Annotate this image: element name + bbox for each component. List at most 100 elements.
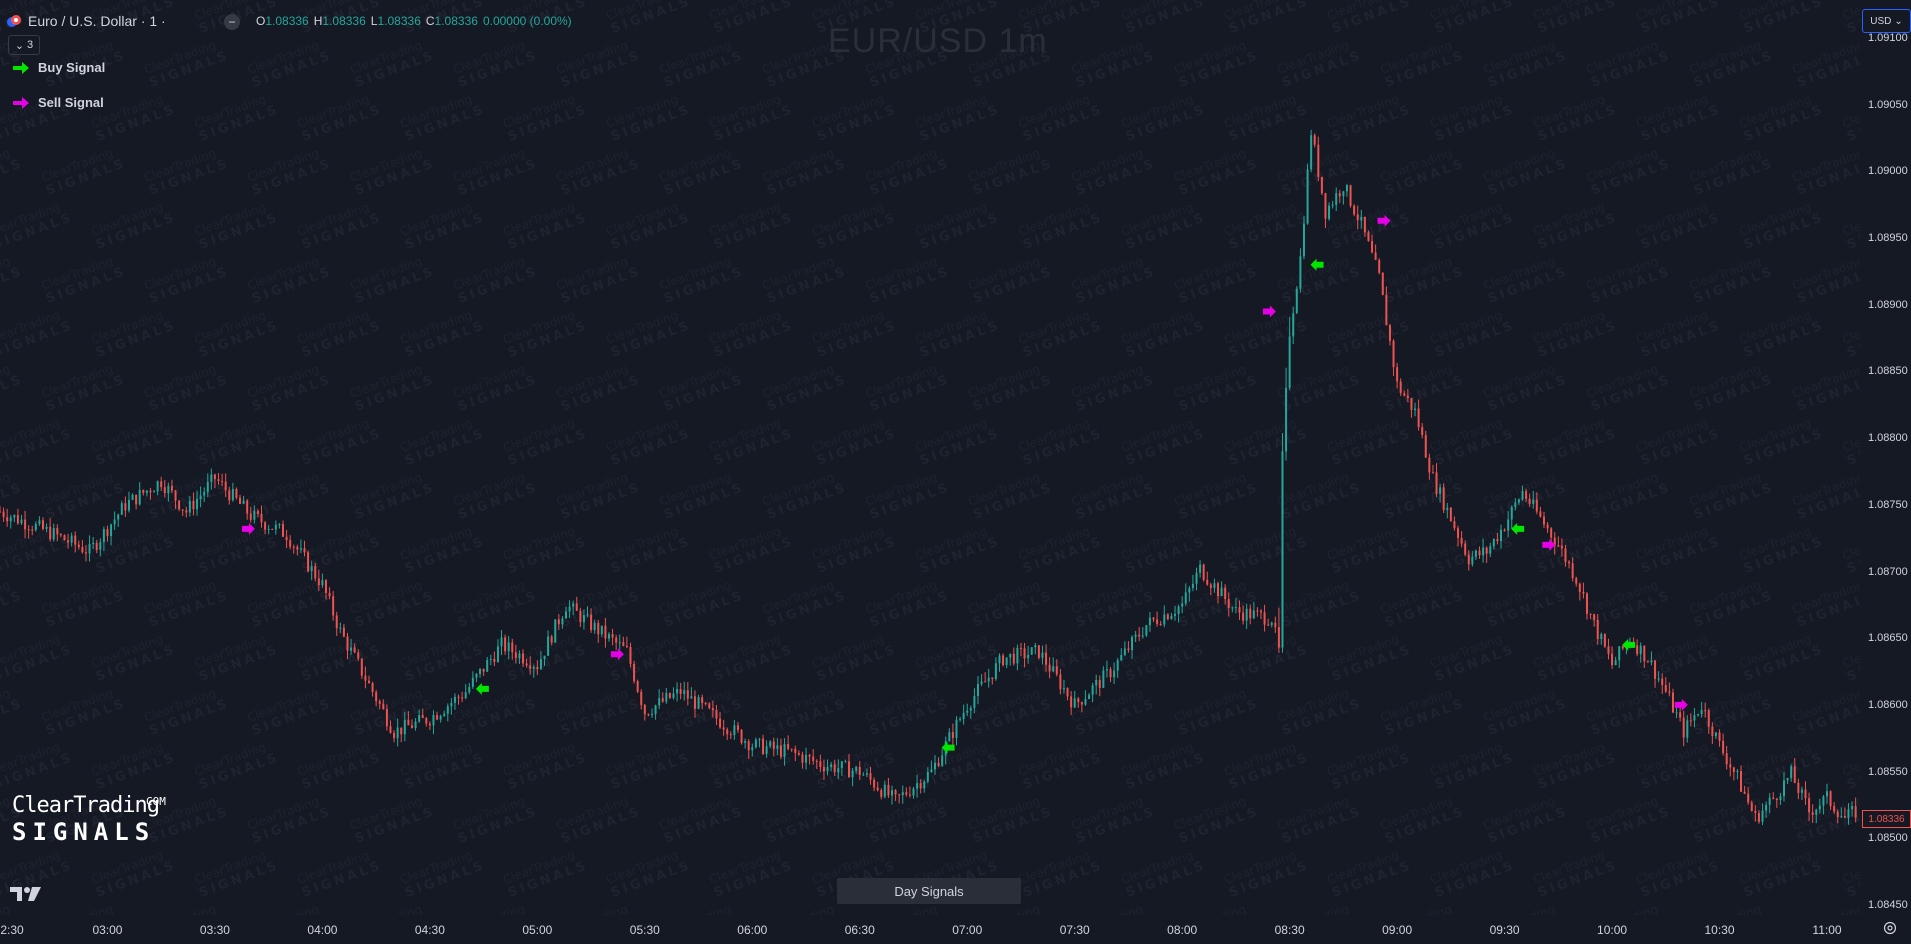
candle-body	[754, 739, 757, 748]
candle-body	[446, 706, 449, 714]
candle-body	[1045, 652, 1048, 665]
candle-body	[335, 615, 338, 629]
candle-body	[1399, 381, 1402, 394]
candle-body	[1643, 645, 1646, 662]
candle-body	[1349, 185, 1352, 206]
candle-body	[1313, 135, 1316, 145]
candle-body	[1088, 694, 1091, 700]
candle-body	[192, 500, 195, 510]
candle-body	[124, 503, 127, 511]
candle-body	[1220, 587, 1223, 597]
chart-title: EUR/USD 1m	[828, 22, 1048, 60]
candle-body	[1679, 712, 1682, 718]
legend-buy-signal[interactable]: Buy Signal	[12, 60, 105, 75]
candle-body	[676, 688, 679, 694]
candle-body	[1675, 712, 1678, 714]
candle-body	[1263, 612, 1266, 625]
candle-body	[84, 552, 87, 554]
candle-body	[267, 528, 270, 530]
candle-body	[439, 715, 442, 720]
tradingview-logo-icon[interactable]	[10, 885, 42, 903]
currency-selector[interactable]: USD ⌄	[1862, 9, 1911, 33]
time-axis[interactable]: 2:30 03:00 03:30 04:00 04:30 05:00 05:30 06:00 0…	[0, 915, 1911, 944]
time-tick-label: 07:00	[952, 923, 983, 937]
minus-icon[interactable]: −	[224, 14, 240, 30]
indicator-toggle-button[interactable]: ⌄ 3	[8, 35, 40, 55]
buy-signal-arrow	[1511, 522, 1525, 535]
candle-body	[604, 625, 607, 639]
day-signals-button[interactable]: Day Signals	[837, 878, 1021, 904]
candle-body	[1360, 216, 1363, 221]
candle-body	[568, 606, 571, 612]
candle-body	[1722, 740, 1725, 754]
candle-body	[1725, 753, 1728, 765]
candle-body	[231, 488, 234, 501]
candle-body	[1123, 648, 1126, 655]
candle-body	[1439, 487, 1442, 494]
candle-body	[1152, 617, 1155, 620]
candle-body	[450, 702, 453, 707]
price-chart-plot[interactable]	[0, 0, 1860, 915]
candle-body	[1514, 502, 1517, 507]
candle-body	[1829, 791, 1832, 807]
candle-body	[511, 642, 514, 653]
candle-body	[779, 745, 782, 757]
candle-body	[973, 695, 976, 708]
eur-usd-flag-icon	[7, 15, 21, 27]
candle-body	[608, 634, 610, 639]
candle-body	[242, 500, 245, 504]
symbol-title[interactable]: Euro / U.S. Dollar · 1 ·	[28, 13, 166, 29]
candle-body	[479, 668, 482, 674]
candle-body	[56, 528, 59, 535]
candle-body	[762, 738, 765, 754]
candle-body	[67, 540, 70, 543]
candle-body	[1138, 634, 1141, 637]
candle-body	[1689, 720, 1692, 722]
candle-body	[840, 761, 843, 769]
time-tick-label: 2:30	[0, 923, 24, 937]
last-price-tag: 1.08336	[1862, 810, 1911, 828]
candle-body	[1772, 797, 1775, 799]
candle-body	[292, 546, 295, 548]
legend-sell-signal[interactable]: Sell Signal	[12, 95, 104, 110]
price-axis[interactable]: 1.09100 1.09050 1.09000 1.08950 1.08900 1.088…	[1860, 0, 1911, 915]
settings-gear-icon[interactable]	[1882, 920, 1898, 936]
price-tick-label: 1.08850	[1868, 365, 1908, 378]
candle-body	[1324, 193, 1327, 219]
candle-body	[590, 614, 593, 631]
candle-body	[81, 547, 84, 553]
candle-body	[120, 503, 123, 515]
candle-body	[1550, 528, 1553, 538]
candle-body	[77, 544, 80, 548]
candle-body	[926, 772, 929, 782]
candle-body	[1048, 664, 1051, 672]
candle-body	[722, 727, 725, 730]
candle-body	[1664, 684, 1667, 692]
candle-body	[170, 485, 173, 491]
candle-body	[597, 622, 600, 635]
candle-body	[1704, 710, 1707, 712]
close-label: C	[425, 14, 435, 28]
candle-body	[278, 524, 281, 526]
candle-body	[282, 524, 285, 537]
candle-body	[1790, 766, 1793, 779]
candle-body	[1055, 666, 1058, 675]
candle-body	[1571, 563, 1574, 579]
candle-body	[1485, 547, 1488, 554]
candle-body	[1374, 252, 1377, 260]
candle-body	[1202, 564, 1205, 580]
candle-body	[1159, 624, 1162, 626]
candle-body	[672, 693, 675, 698]
candle-body	[110, 524, 113, 537]
candle-body	[976, 683, 979, 696]
low-value: 1.08336	[377, 14, 421, 28]
candle-body	[389, 726, 392, 733]
candle-body	[1718, 732, 1721, 741]
candle-body	[561, 618, 564, 625]
candle-body	[514, 652, 517, 659]
symbol-header[interactable]: Euro / U.S. Dollar · 1 ·	[6, 10, 166, 32]
candle-body	[339, 627, 342, 629]
candle-body	[1607, 646, 1610, 654]
candle-body	[704, 703, 707, 705]
candle-body	[289, 540, 292, 547]
